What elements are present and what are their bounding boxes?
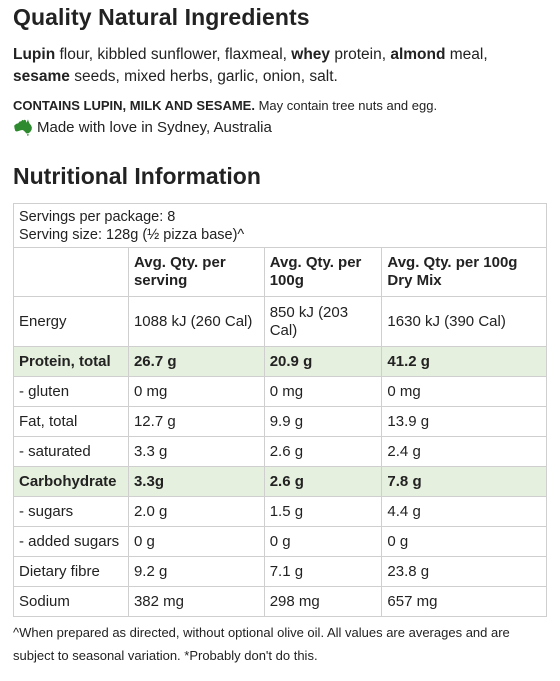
- nutrient-value: 2.6 g: [263, 436, 383, 467]
- australia-map-icon: [13, 119, 33, 136]
- nutrient-value: 1.5 g: [263, 496, 383, 527]
- nutrient-value: 9.2 g: [127, 556, 265, 587]
- nutrient-label: Fat, total: [13, 406, 129, 437]
- column-header: Avg. Qty. per serving: [127, 247, 265, 297]
- nutrition-heading: Nutritional Information: [13, 163, 261, 189]
- nutrient-value: 850 kJ (203 Cal): [263, 296, 383, 347]
- nutrient-label: Sodium: [13, 586, 129, 617]
- nutrient-value: 7.8 g: [381, 466, 547, 497]
- nutrient-row: Sodium 382 mg 298 mg 657 mg: [13, 586, 547, 617]
- nutrient-label: Dietary fibre: [13, 556, 129, 587]
- nutrient-label: - saturated: [13, 436, 129, 467]
- ingredients-heading: Quality Natural Ingredients: [13, 4, 310, 30]
- nutrient-value: 0 mg: [381, 376, 547, 407]
- nutrient-row: - saturated 3.3 g 2.6 g 2.4 g: [13, 436, 547, 467]
- allergen-contains: CONTAINS LUPIN, MILK AND SESAME.: [13, 98, 255, 113]
- nutrient-value: 13.9 g: [381, 406, 547, 437]
- nutrient-value: 23.8 g: [381, 556, 547, 587]
- nutrient-value: 657 mg: [381, 586, 547, 617]
- nutrition-table: Servings per package: 8 Serving size: 12…: [13, 203, 547, 617]
- nutrient-value: 7.1 g: [263, 556, 383, 587]
- nutrient-value: 3.3 g: [127, 436, 265, 467]
- ingredient-allergen: almond: [390, 46, 446, 63]
- ingredient-allergen: sesame: [13, 68, 70, 85]
- nutrient-value: 0 mg: [263, 376, 383, 407]
- footnote: ^When prepared as directed, without opti…: [13, 625, 510, 663]
- column-header: [13, 247, 129, 297]
- nutrient-label: Energy: [13, 296, 129, 347]
- origin-line: Made with love in Sydney, Australia: [13, 119, 272, 136]
- nutrient-value: 12.7 g: [127, 406, 265, 437]
- nutrient-row: Energy 1088 kJ (260 Cal) 850 kJ (203 Cal) 1…: [13, 296, 547, 347]
- allergen-may-contain: May contain tree nuts and egg.: [254, 98, 438, 113]
- nutrient-value: 0 g: [127, 526, 265, 557]
- ingredient-allergen: whey: [291, 46, 331, 63]
- nutrient-row: Fat, total 12.7 g 9.9 g 13.9 g: [13, 406, 547, 437]
- column-header: Avg. Qty. per 100g Dry Mix: [381, 247, 547, 297]
- nutrient-value: 2.4 g: [381, 436, 547, 467]
- serving-info-row: Servings per package: 8 Serving size: 12…: [13, 203, 547, 248]
- ingredient-allergen: Lupin: [13, 46, 56, 63]
- nutrient-value: 20.9 g: [263, 346, 383, 377]
- nutrient-row: - gluten 0 mg 0 mg 0 mg: [13, 376, 547, 407]
- nutrient-value: 4.4 g: [381, 496, 547, 527]
- nutrient-label: - sugars: [13, 496, 129, 527]
- nutrient-row: Dietary fibre 9.2 g 7.1 g 23.8 g: [13, 556, 547, 587]
- nutrient-value: 9.9 g: [263, 406, 383, 437]
- nutrient-row: Protein, total 26.7 g 20.9 g 41.2 g: [13, 346, 547, 377]
- nutrient-label: Carbohydrate: [13, 466, 129, 497]
- nutrient-value: 26.7 g: [127, 346, 265, 377]
- ingredient-text: seeds, mixed herbs, garlic, onion, salt.: [69, 68, 338, 85]
- nutrient-value: 3.3g: [127, 466, 265, 497]
- ingredient-text: flour, kibbled sunflower, flaxmeal,: [55, 46, 292, 63]
- ingredients-list: Lupin flour, kibbled sunflower, flaxmeal…: [13, 44, 543, 88]
- nutrient-value: 0 mg: [127, 376, 265, 407]
- nutrient-value: 41.2 g: [381, 346, 547, 377]
- ingredient-text: protein,: [330, 46, 391, 63]
- nutrient-row: Carbohydrate 3.3g 2.6 g 7.8 g: [13, 466, 547, 497]
- serving-size: Serving size: 128g (½ pizza base)^: [19, 227, 245, 243]
- nutrient-label: Protein, total: [13, 346, 129, 377]
- nutrient-value: 298 mg: [263, 586, 383, 617]
- ingredient-text: meal,: [445, 46, 488, 63]
- nutrient-value: 0 g: [263, 526, 383, 557]
- nutrient-row: - sugars 2.0 g 1.5 g 4.4 g: [13, 496, 547, 527]
- nutrient-value: 2.6 g: [263, 466, 383, 497]
- nutrient-label: - added sugars: [13, 526, 129, 557]
- nutrient-value: 382 mg: [127, 586, 265, 617]
- nutrient-value: 1630 kJ (390 Cal): [381, 296, 547, 347]
- nutrient-value: 0 g: [381, 526, 547, 557]
- origin-text: Made with love in Sydney, Australia: [37, 119, 272, 136]
- column-header-row: Avg. Qty. per serving Avg. Qty. per 100g…: [13, 247, 547, 297]
- servings-per-package: Servings per package: 8: [19, 209, 176, 225]
- column-header: Avg. Qty. per 100g: [263, 247, 383, 297]
- allergen-statement: CONTAINS LUPIN, MILK AND SESAME. May con…: [13, 98, 437, 113]
- nutrient-value: 1088 kJ (260 Cal): [127, 296, 265, 347]
- nutrient-label: - gluten: [13, 376, 129, 407]
- nutrient-value: 2.0 g: [127, 496, 265, 527]
- serving-info-cell: Servings per package: 8 Serving size: 12…: [13, 203, 547, 248]
